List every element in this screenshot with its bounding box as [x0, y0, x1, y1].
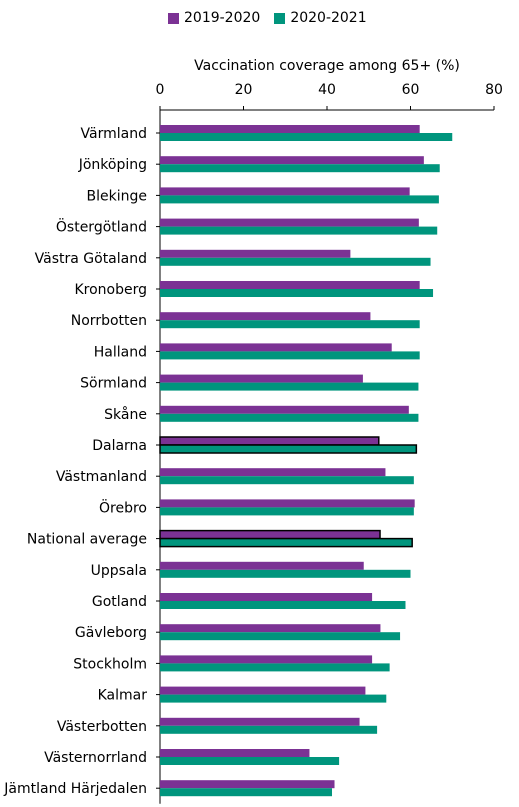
- bar-2019-2020-jämtland-härjedalen: [160, 780, 335, 789]
- bar-2020-2021-östergötland: [160, 226, 438, 235]
- category-label-kronoberg: Kronoberg: [74, 282, 147, 298]
- bar-2020-2021-jönköping: [160, 164, 440, 173]
- bar-2019-2020-gotland: [160, 593, 373, 601]
- bar-2019-2020-blekinge: [160, 187, 410, 196]
- legend-label-2020-2021: 2020-2021: [290, 10, 367, 26]
- chart-legend: 2019-2020 2020-2021: [168, 9, 367, 27]
- category-label-norrbotten: Norrbotten: [71, 313, 147, 329]
- x-tick-label-80: 80: [485, 82, 503, 98]
- bar-2020-2021-kronoberg: [160, 289, 434, 297]
- category-label-jönköping: Jönköping: [78, 157, 147, 173]
- x-tick-label-20: 20: [235, 82, 253, 98]
- bar-2020-2021-stockholm: [160, 663, 390, 672]
- category-label-västernorrland: Västernorrland: [44, 750, 147, 766]
- bar-2020-2021-dalarna: [159, 444, 418, 454]
- category-label-östergötland: Östergötland: [56, 218, 147, 236]
- category-label-national-average: National average: [27, 532, 147, 548]
- category-label-uppsala: Uppsala: [91, 563, 147, 579]
- category-label-örebro: Örebro: [99, 498, 147, 516]
- legend-label-2019-2020: 2019-2020: [184, 10, 261, 26]
- bar-2019-2020-skåne: [160, 405, 409, 414]
- bar-2020-2021-norrbotten: [160, 320, 420, 329]
- bar-2020-2021-västmanland: [160, 476, 414, 485]
- category-label-skåne: Skåne: [104, 406, 147, 423]
- category-label-jämtland-härjedalen: Jämtland Härjedalen: [3, 781, 147, 797]
- bar-2020-2021-blekinge: [160, 195, 439, 204]
- category-label-kalmar: Kalmar: [98, 688, 148, 704]
- bar-2019-2020-örebro: [160, 499, 415, 508]
- x-axis-title: Vaccination coverage among 65+ (%): [194, 58, 460, 74]
- bar-2019-2020-östergötland: [160, 218, 419, 227]
- category-label-gävleborg: Gävleborg: [75, 625, 147, 641]
- bar-2019-2020-halland: [160, 343, 392, 352]
- bar-2019-2020-kronoberg: [160, 281, 420, 289]
- bar-2020-2021-jämtland-härjedalen: [160, 788, 333, 797]
- category-label-blekinge: Blekinge: [87, 188, 147, 204]
- category-label-sörmland: Sörmland: [80, 376, 147, 392]
- bar-2019-2020-värmland: [160, 125, 420, 133]
- bar-2020-2021-sörmland: [160, 382, 419, 391]
- bar-2019-2020-jönköping: [160, 156, 424, 165]
- category-label-västerbotten: Västerbotten: [57, 719, 147, 735]
- bar-2020-2021-national-average: [159, 537, 413, 548]
- bar-2020-2021-uppsala: [160, 569, 411, 578]
- bar-2020-2021-västra-götaland: [160, 257, 431, 266]
- bar-2020-2021-halland: [160, 351, 420, 360]
- category-label-dalarna: Dalarna: [92, 438, 147, 454]
- bar-2020-2021-kalmar: [160, 694, 387, 703]
- x-tick-label-40: 40: [318, 82, 336, 98]
- bar-2020-2021-värmland: [160, 133, 453, 141]
- bar-2019-2020-kalmar: [160, 686, 366, 695]
- legend-item-2019-2020: 2019-2020: [168, 9, 260, 27]
- bar-2019-2020-sörmland: [160, 374, 363, 383]
- bar-2020-2021-västernorrland: [160, 757, 340, 765]
- bar-2020-2021-västerbotten: [160, 725, 378, 734]
- bar-2019-2020-norrbotten: [160, 312, 371, 321]
- bar-2019-2020-västra-götaland: [160, 249, 351, 258]
- legend-swatch-2020-2021: [274, 12, 286, 24]
- bar-2019-2020-national-average: [159, 529, 381, 540]
- legend-item-2020-2021: 2020-2021: [274, 9, 367, 27]
- x-tick-label-60: 60: [402, 82, 420, 98]
- bar-2019-2020-västerbotten: [160, 717, 360, 726]
- bar-2019-2020-västernorrland: [160, 749, 310, 757]
- category-label-västmanland: Västmanland: [56, 469, 147, 485]
- bar-2019-2020-uppsala: [160, 561, 364, 570]
- category-label-värmland: Värmland: [81, 126, 147, 142]
- bar-2019-2020-västmanland: [160, 468, 386, 477]
- bar-2019-2020-stockholm: [160, 655, 373, 664]
- bar-2020-2021-gävleborg: [160, 632, 401, 641]
- legend-swatch-2019-2020: [168, 12, 179, 24]
- bar-2020-2021-örebro: [160, 507, 414, 516]
- category-label-gotland: Gotland: [92, 594, 147, 610]
- category-label-stockholm: Stockholm: [73, 656, 147, 672]
- category-label-västra-götaland: Västra Götaland: [35, 251, 147, 267]
- category-label-halland: Halland: [94, 344, 147, 360]
- bar-2020-2021-skåne: [160, 413, 419, 422]
- x-tick-label-0: 0: [156, 82, 165, 98]
- bar-2020-2021-gotland: [160, 601, 406, 609]
- bar-2019-2020-gävleborg: [160, 624, 381, 633]
- bar-2019-2020-dalarna: [159, 436, 380, 446]
